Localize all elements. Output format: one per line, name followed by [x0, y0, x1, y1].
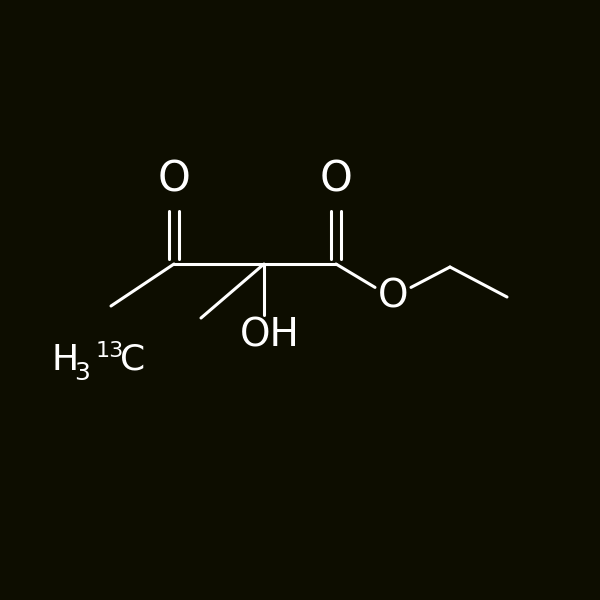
Text: O: O: [320, 159, 352, 201]
Text: H: H: [51, 343, 78, 377]
Text: O: O: [378, 278, 408, 316]
Text: C: C: [120, 343, 145, 377]
Text: OH: OH: [240, 317, 300, 355]
Text: 3: 3: [74, 361, 89, 385]
Text: 13: 13: [96, 341, 124, 361]
Text: O: O: [158, 159, 190, 201]
